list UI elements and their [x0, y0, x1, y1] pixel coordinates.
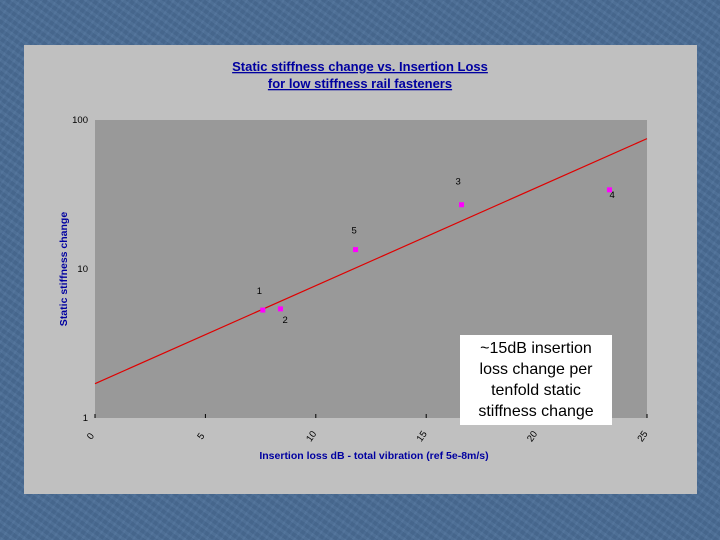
- x-axis-ticks: 0 5 10 15 20 25: [85, 414, 650, 444]
- data-points: 1 2 3 4 5: [257, 177, 615, 326]
- point-label: 2: [282, 315, 287, 326]
- x-tick-label: 5: [195, 431, 207, 442]
- x-axis-title: Insertion loss dB - total vibration (ref…: [259, 450, 488, 462]
- chart-title: Static stiffness change vs. Insertion Lo…: [232, 59, 488, 91]
- data-point: [277, 306, 283, 312]
- point-label: 5: [352, 226, 357, 237]
- data-point: [260, 307, 266, 313]
- slide-panel: Static stiffness change vs. Insertion Lo…: [24, 45, 697, 494]
- trend-line: [94, 138, 648, 385]
- chart: Static stiffness change vs. Insertion Lo…: [58, 59, 650, 462]
- point-label: 1: [257, 286, 262, 297]
- point-label: 4: [609, 190, 614, 201]
- data-point: [606, 187, 612, 193]
- annotation-text: ~15dB insertion loss change per tenfold …: [478, 340, 594, 420]
- y-axis-title: Static stiffness change: [58, 212, 70, 327]
- x-tick-label: 10: [304, 429, 319, 444]
- x-tick-label: 15: [415, 429, 430, 444]
- y-tick-label: 1: [83, 413, 88, 424]
- data-point: [353, 247, 359, 253]
- y-tick-label: 100: [72, 115, 88, 126]
- point-label: 3: [456, 177, 461, 188]
- x-tick-label: 20: [525, 429, 540, 444]
- chart-title-line-2: for low stiffness rail fasteners: [268, 76, 452, 91]
- data-point: [459, 202, 465, 208]
- chart-title-line-1: Static stiffness change vs. Insertion Lo…: [232, 59, 488, 74]
- y-tick-label: 10: [77, 264, 88, 275]
- annotation-box: ~15dB insertion loss change per tenfold …: [460, 335, 612, 425]
- x-tick-label: 25: [635, 429, 650, 444]
- y-axis-ticks: 1 10 100: [72, 115, 88, 424]
- x-tick-label: 0: [85, 431, 97, 442]
